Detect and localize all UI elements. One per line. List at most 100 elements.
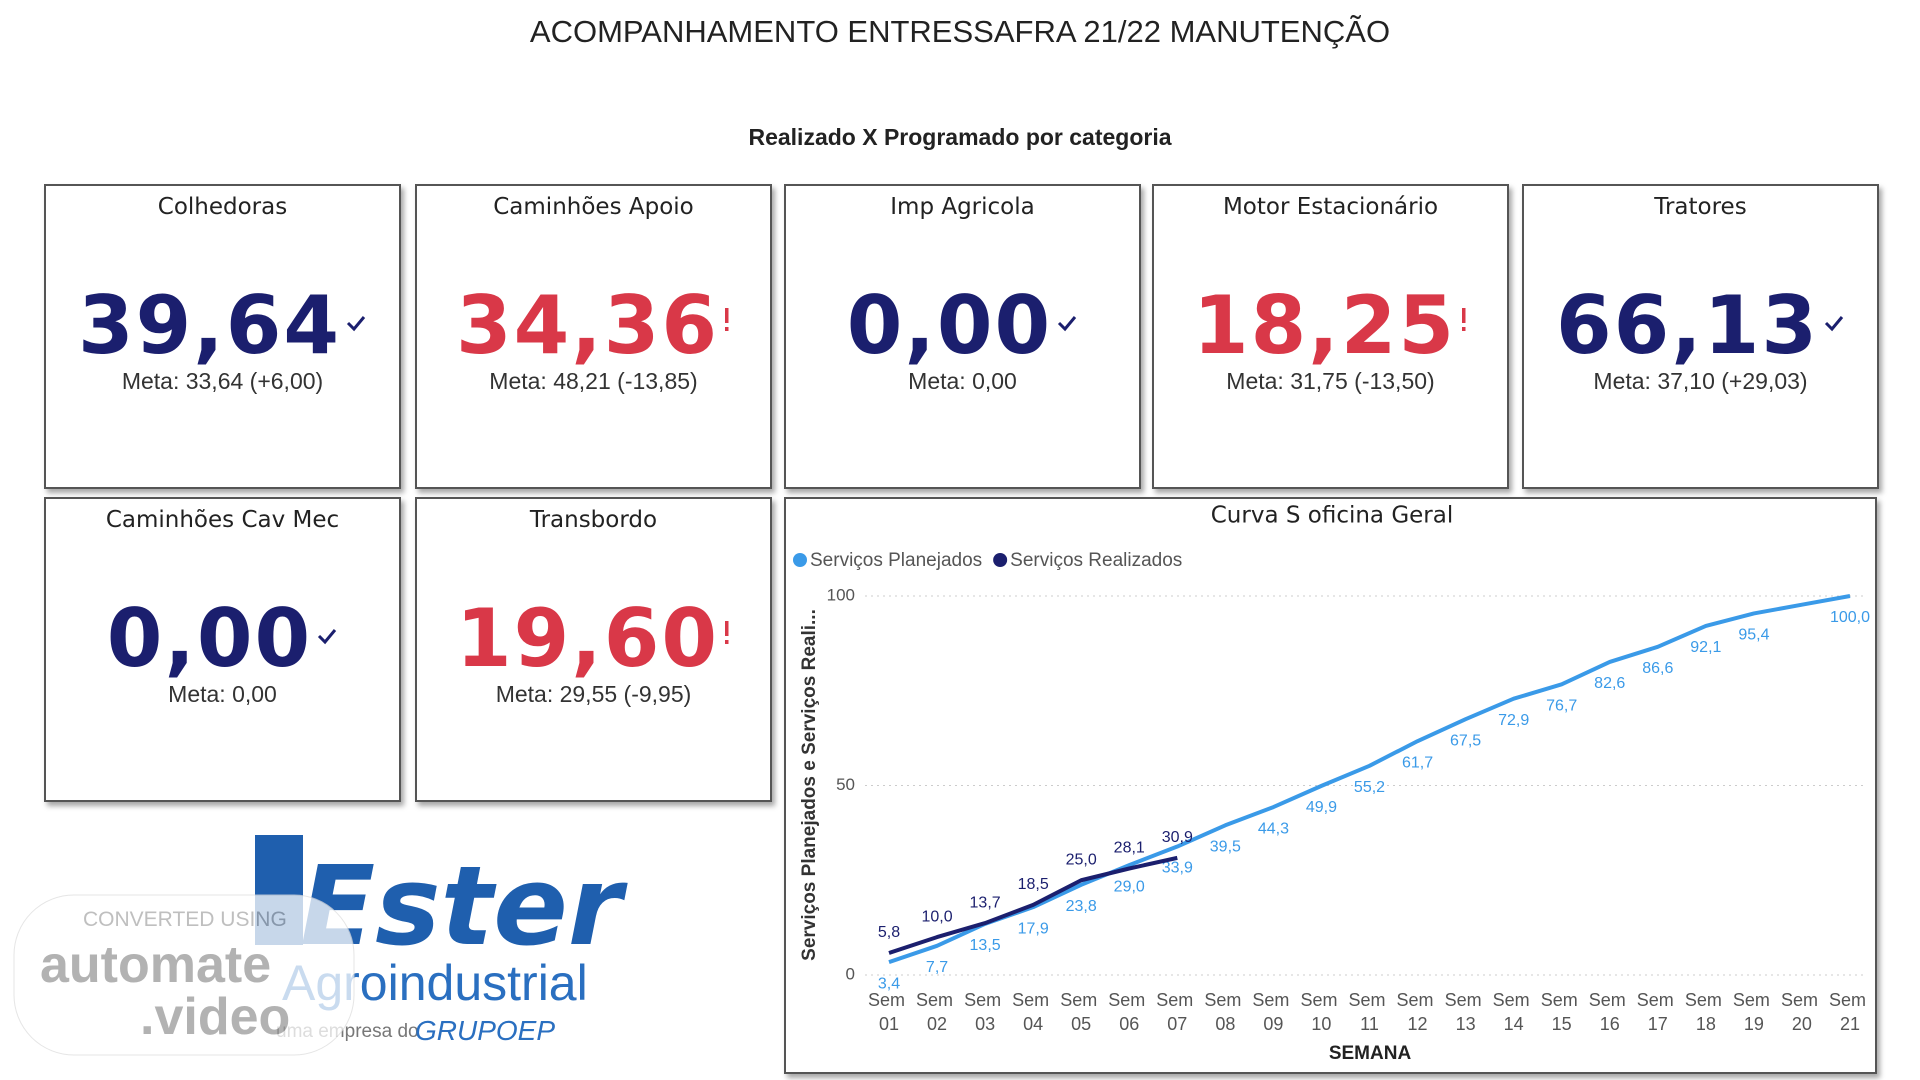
kpi-value-row: 18,25	[1154, 286, 1507, 366]
data-label: 13,5	[970, 937, 1001, 954]
data-label: 86,6	[1642, 660, 1673, 677]
x-tick-label: Sem 19	[1733, 990, 1775, 1034]
x-axis-title: SEMANA	[1329, 1043, 1412, 1064]
data-label: 100,0	[1830, 609, 1870, 626]
x-tick-label: Sem 04	[1012, 990, 1054, 1034]
kpi-meta: Meta: 29,55 (-9,95)	[495, 681, 692, 707]
legend-label: Serviços Planejados	[810, 550, 982, 571]
kpi-meta: Meta: 31,75 (-13,50)	[1226, 368, 1435, 394]
x-tick-label: Sem 21	[1829, 990, 1871, 1034]
kpi-title: Transbordo	[529, 507, 658, 533]
kpi-title: Tratores	[1654, 194, 1747, 220]
chart-title: Curva S oficina Geral	[1211, 503, 1454, 529]
x-tick-label: Sem 12	[1397, 990, 1439, 1034]
data-label: 3,4	[878, 975, 900, 992]
kpi-card: Imp Agricola 0,00 Meta: 0,00	[784, 184, 1141, 489]
data-label: 72,9	[1498, 712, 1529, 729]
x-tick-label: Sem 18	[1685, 990, 1727, 1034]
data-label: 25,0	[1066, 851, 1097, 868]
kpi-value-row: 34,36	[417, 286, 770, 366]
kpi-status-icon	[1056, 311, 1078, 341]
kpi-card: Motor Estacionário 18,25 Meta: 31,75 (-13,…	[1152, 184, 1509, 489]
data-label: 23,8	[1066, 898, 1097, 915]
data-label: 28,1	[1114, 840, 1145, 857]
data-label: 61,7	[1402, 754, 1433, 771]
logo-group: GRUPOEP	[415, 1015, 555, 1046]
watermark-text: CONVERTED USING	[83, 908, 287, 931]
kpi-status-icon	[723, 308, 731, 339]
kpi-value: 0,00	[846, 279, 1053, 372]
legend-marker	[993, 553, 1008, 567]
watermark-text: .video	[140, 988, 290, 1046]
kpi-title: Colhedoras	[157, 194, 288, 220]
x-tick-label: Sem 05	[1060, 990, 1102, 1034]
kpi-status-icon	[723, 621, 731, 652]
x-tick-label: Sem 09	[1252, 990, 1294, 1034]
page-title: ACOMPANHAMENTO ENTRESSAFRA 21/22 MANUTEN…	[529, 14, 1391, 49]
x-tick-label: Sem 14	[1493, 990, 1535, 1034]
series-line	[888, 855, 1178, 955]
kpi-value: 34,36	[455, 279, 720, 372]
x-tick-label: Sem 08	[1204, 990, 1246, 1034]
data-label: 55,2	[1354, 779, 1385, 796]
watermark-badge	[13, 894, 355, 1056]
kpi-meta: Meta: 37,10 (+29,03)	[1593, 368, 1808, 394]
data-label: 18,5	[1018, 876, 1049, 893]
kpi-status-icon	[1823, 311, 1845, 341]
x-tick-label: Sem 07	[1156, 990, 1198, 1034]
kpi-card: Colhedoras 39,64 Meta: 33,64 (+6,00)	[44, 184, 401, 489]
data-label: 92,1	[1690, 639, 1721, 656]
data-label: 49,9	[1306, 799, 1337, 816]
data-label: 33,9	[1162, 860, 1193, 877]
x-tick-label: Sem 17	[1637, 990, 1679, 1034]
kpi-meta: Meta: 33,64 (+6,00)	[121, 368, 324, 394]
data-label: 17,9	[1018, 920, 1049, 937]
kpi-value-row: 0,00	[46, 599, 399, 679]
kpi-title: Caminhões Cav Mec	[105, 507, 340, 533]
y-tick-label: 100	[827, 585, 855, 604]
kpi-value-row: 19,60	[417, 599, 770, 679]
kpi-value: 0,00	[106, 592, 313, 685]
watermark-text: automate	[40, 936, 271, 994]
kpi-title: Motor Estacionário	[1222, 194, 1439, 220]
kpi-card: Transbordo 19,60 Meta: 29,55 (-9,95)	[415, 497, 772, 802]
legend-marker	[793, 553, 807, 567]
kpi-value: 18,25	[1192, 279, 1457, 372]
x-tick-label: Sem 06	[1108, 990, 1150, 1034]
y-tick-label: 0	[846, 964, 855, 983]
data-label: 7,7	[926, 959, 948, 976]
kpi-meta: Meta: 0,00	[908, 368, 1017, 394]
data-label: 5,8	[878, 924, 900, 941]
data-label: 30,9	[1162, 829, 1193, 846]
y-axis-title: Serviços Planejados e Serviços Reali...	[799, 609, 820, 961]
data-label: 82,6	[1594, 675, 1625, 692]
kpi-title: Caminhões Apoio	[493, 194, 694, 220]
x-tick-label: Sem 01	[868, 990, 910, 1034]
kpi-value-row: 39,64	[46, 286, 399, 366]
x-tick-label: Sem 16	[1589, 990, 1631, 1034]
kpi-card: Caminhões Apoio 34,36 Meta: 48,21 (-13,85)	[415, 184, 772, 489]
watermark: CONVERTED USING automate .video	[13, 894, 355, 1056]
x-tick-label: Sem 11	[1348, 990, 1390, 1034]
kpi-value: 19,60	[455, 592, 720, 685]
kpi-value-row: 0,00	[786, 286, 1139, 366]
kpi-status-icon	[1460, 308, 1468, 339]
kpi-card: Tratores 66,13 Meta: 37,10 (+29,03)	[1522, 184, 1879, 489]
x-tick-label: Sem 13	[1445, 990, 1487, 1034]
data-label: 67,5	[1450, 732, 1481, 749]
legend-label: Serviços Realizados	[1010, 550, 1182, 571]
kpi-value: 66,13	[1555, 279, 1820, 372]
x-tick-label: Sem 10	[1300, 990, 1342, 1034]
data-label: 95,4	[1738, 627, 1769, 644]
kpi-meta: Meta: 0,00	[168, 681, 277, 707]
kpi-status-icon	[345, 311, 367, 341]
x-tick-label: Sem 03	[964, 990, 1006, 1034]
kpi-value-row: 66,13	[1524, 286, 1877, 366]
x-tick-label: Sem 20	[1781, 990, 1823, 1034]
kpi-value: 39,64	[77, 279, 342, 372]
kpi-meta: Meta: 48,21 (-13,85)	[489, 368, 698, 394]
kpi-card: Caminhões Cav Mec 0,00 Meta: 0,00	[44, 497, 401, 802]
data-label: 13,7	[970, 894, 1001, 911]
